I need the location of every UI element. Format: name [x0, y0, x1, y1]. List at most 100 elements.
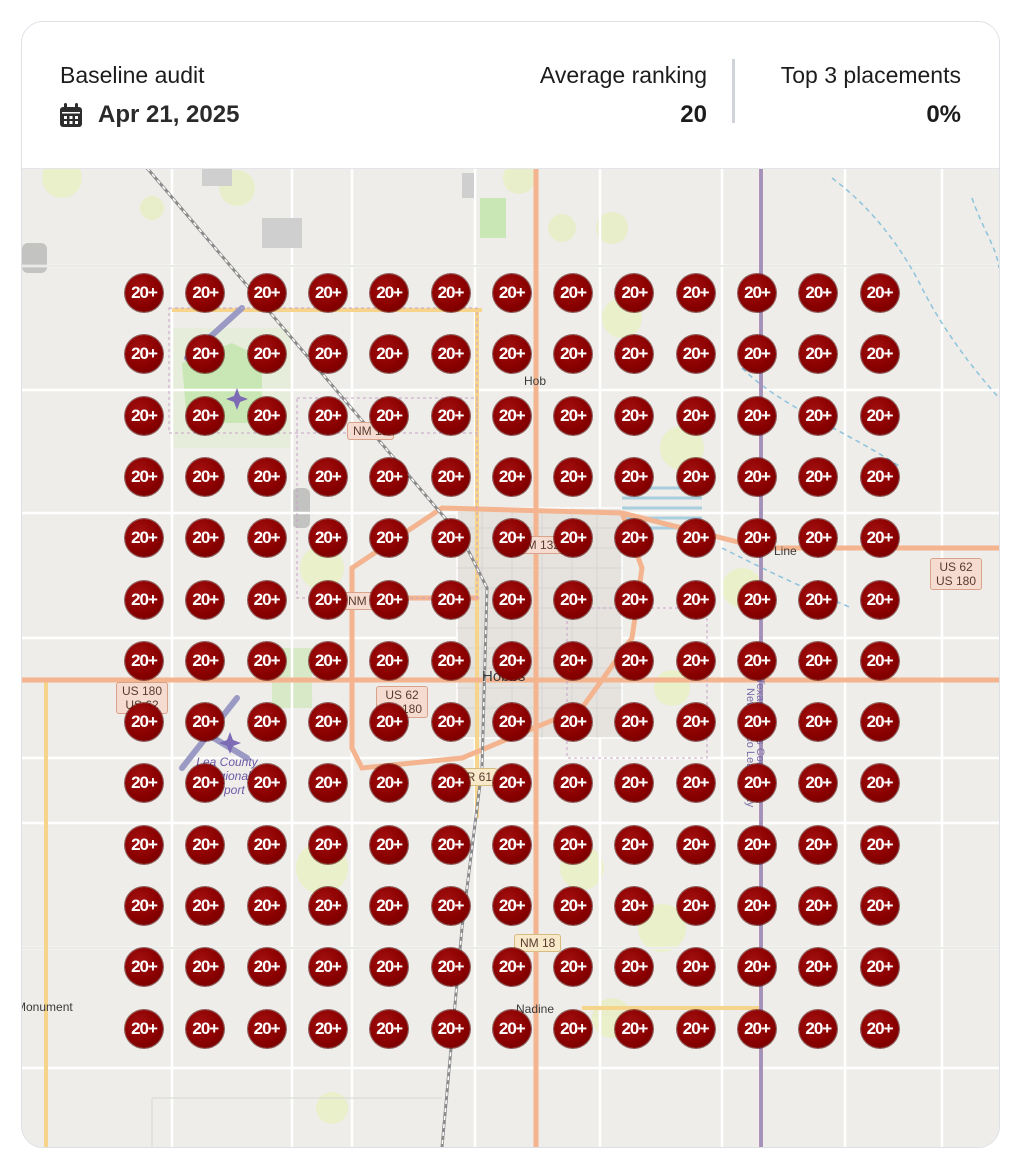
rank-marker[interactable]: 20+ [860, 396, 899, 435]
rank-marker[interactable]: 20+ [799, 764, 838, 803]
rank-marker[interactable]: 20+ [247, 519, 286, 558]
rank-marker[interactable]: 20+ [554, 274, 593, 312]
rank-marker[interactable]: 20+ [125, 580, 163, 619]
rank-marker[interactable]: 20+ [860, 887, 899, 925]
rank-marker[interactable]: 20+ [738, 457, 776, 496]
rank-marker[interactable]: 20+ [860, 825, 899, 864]
rank-marker[interactable]: 20+ [125, 1009, 163, 1048]
rank-marker[interactable]: 20+ [125, 887, 163, 925]
rank-marker[interactable]: 20+ [492, 335, 531, 374]
rank-marker[interactable]: 20+ [799, 641, 838, 680]
rank-marker[interactable]: 20+ [554, 1009, 593, 1048]
rank-marker[interactable]: 20+ [308, 887, 347, 925]
rank-marker[interactable]: 20+ [431, 641, 470, 680]
rank-marker[interactable]: 20+ [125, 396, 163, 435]
rank-marker[interactable]: 20+ [615, 457, 654, 496]
rank-marker[interactable]: 20+ [125, 641, 163, 680]
rank-marker[interactable]: 20+ [370, 519, 409, 558]
rank-marker[interactable]: 20+ [799, 457, 838, 496]
rank-marker[interactable]: 20+ [308, 825, 347, 864]
rank-marker[interactable]: 20+ [247, 396, 286, 435]
rank-marker[interactable]: 20+ [738, 887, 776, 925]
rank-marker[interactable]: 20+ [554, 396, 593, 435]
rank-marker[interactable]: 20+ [125, 335, 163, 374]
rank-marker[interactable]: 20+ [676, 703, 715, 742]
rank-marker[interactable]: 20+ [308, 703, 347, 742]
rank-marker[interactable]: 20+ [554, 948, 593, 987]
rank-marker[interactable]: 20+ [554, 335, 593, 374]
rank-marker[interactable]: 20+ [370, 335, 409, 374]
rank-marker[interactable]: 20+ [615, 764, 654, 803]
rank-marker[interactable]: 20+ [554, 703, 593, 742]
rank-marker[interactable]: 20+ [247, 335, 286, 374]
rank-marker[interactable]: 20+ [676, 764, 715, 803]
rank-marker[interactable]: 20+ [738, 396, 776, 435]
rank-marker[interactable]: 20+ [738, 641, 776, 680]
rank-marker[interactable]: 20+ [738, 580, 776, 619]
rank-marker[interactable]: 20+ [799, 825, 838, 864]
rank-marker[interactable]: 20+ [247, 274, 286, 312]
rank-marker[interactable]: 20+ [186, 887, 225, 925]
rank-marker[interactable]: 20+ [554, 457, 593, 496]
rank-marker[interactable]: 20+ [186, 703, 225, 742]
rank-marker[interactable]: 20+ [186, 274, 225, 312]
rank-marker[interactable]: 20+ [186, 335, 225, 374]
rank-marker[interactable]: 20+ [431, 519, 470, 558]
rank-marker[interactable]: 20+ [370, 887, 409, 925]
rank-marker[interactable]: 20+ [492, 457, 531, 496]
rank-marker[interactable]: 20+ [738, 948, 776, 987]
rank-marker[interactable]: 20+ [370, 580, 409, 619]
rank-marker[interactable]: 20+ [676, 457, 715, 496]
rank-marker[interactable]: 20+ [125, 519, 163, 558]
rank-marker[interactable]: 20+ [738, 1009, 776, 1048]
rank-marker[interactable]: 20+ [615, 580, 654, 619]
rank-marker[interactable]: 20+ [247, 887, 286, 925]
rank-marker[interactable]: 20+ [125, 274, 163, 312]
rank-marker[interactable]: 20+ [860, 580, 899, 619]
rank-marker[interactable]: 20+ [308, 580, 347, 619]
rank-marker[interactable]: 20+ [370, 948, 409, 987]
rank-marker[interactable]: 20+ [247, 764, 286, 803]
rank-marker[interactable]: 20+ [492, 580, 531, 619]
rank-marker[interactable]: 20+ [370, 703, 409, 742]
rank-marker[interactable]: 20+ [125, 948, 163, 987]
rank-marker[interactable]: 20+ [799, 948, 838, 987]
rank-marker[interactable]: 20+ [554, 519, 593, 558]
rank-marker[interactable]: 20+ [370, 825, 409, 864]
rank-marker[interactable]: 20+ [186, 948, 225, 987]
rank-marker[interactable]: 20+ [860, 457, 899, 496]
rank-marker[interactable]: 20+ [554, 825, 593, 864]
rank-marker[interactable]: 20+ [492, 519, 531, 558]
rank-marker[interactable]: 20+ [431, 887, 470, 925]
rank-marker[interactable]: 20+ [247, 703, 286, 742]
rank-marker[interactable]: 20+ [554, 887, 593, 925]
rank-marker[interactable]: 20+ [615, 274, 654, 312]
rank-marker[interactable]: 20+ [308, 335, 347, 374]
rank-marker[interactable]: 20+ [492, 1009, 531, 1048]
rank-marker[interactable]: 20+ [676, 948, 715, 987]
rank-marker[interactable]: 20+ [615, 396, 654, 435]
rank-marker[interactable]: 20+ [799, 1009, 838, 1048]
rank-marker[interactable]: 20+ [125, 457, 163, 496]
rank-marker[interactable]: 20+ [738, 519, 776, 558]
rank-marker[interactable]: 20+ [431, 335, 470, 374]
rank-marker[interactable]: 20+ [860, 641, 899, 680]
rank-marker[interactable]: 20+ [615, 335, 654, 374]
rank-marker[interactable]: 20+ [370, 396, 409, 435]
rank-marker[interactable]: 20+ [186, 519, 225, 558]
rank-marker[interactable]: 20+ [431, 274, 470, 312]
rank-marker[interactable]: 20+ [308, 764, 347, 803]
rank-marker[interactable]: 20+ [431, 703, 470, 742]
rank-marker[interactable]: 20+ [431, 764, 470, 803]
rank-marker[interactable]: 20+ [186, 764, 225, 803]
rank-marker[interactable]: 20+ [431, 948, 470, 987]
rank-marker[interactable]: 20+ [186, 1009, 225, 1048]
rank-marker[interactable]: 20+ [308, 519, 347, 558]
rank-marker[interactable]: 20+ [247, 641, 286, 680]
rank-marker[interactable]: 20+ [431, 396, 470, 435]
rank-marker[interactable]: 20+ [738, 274, 776, 312]
rank-marker[interactable]: 20+ [676, 825, 715, 864]
rank-marker[interactable]: 20+ [738, 703, 776, 742]
rank-marker[interactable]: 20+ [308, 1009, 347, 1048]
rank-marker[interactable]: 20+ [799, 887, 838, 925]
